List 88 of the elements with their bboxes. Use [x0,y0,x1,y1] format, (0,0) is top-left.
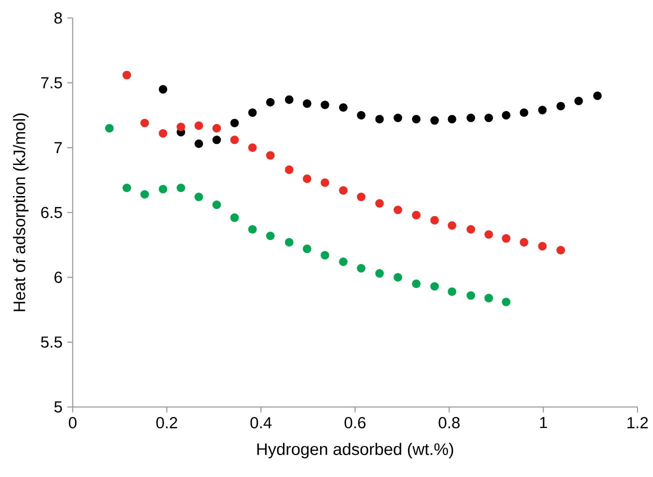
point [302,99,312,108]
y-tick-label: 8 [54,12,62,24]
point [158,85,168,94]
point [394,273,402,282]
point [375,114,384,124]
point [502,298,510,306]
point [356,192,366,202]
point [502,110,510,120]
y-tick-label: 7 [54,142,62,154]
point [230,213,239,222]
point [538,106,547,114]
x-tick-label: 1 [540,417,547,428]
point [412,280,421,288]
x-tick-label: 1.2 [628,417,648,428]
point [430,282,439,291]
point [266,98,275,107]
point [593,92,602,100]
point [412,114,421,124]
point [158,129,168,138]
x-tick-label: 0.6 [344,417,366,428]
point [320,100,330,110]
point [339,103,348,112]
point [412,210,421,220]
point [284,95,294,104]
point [484,114,494,122]
point [574,96,583,106]
x-tick-label: 0.4 [250,417,272,428]
point [375,199,384,208]
y-axis-title: Heat of adsorption (kJ/mol) [13,114,29,312]
point [230,118,239,128]
point [212,200,221,209]
point [538,242,547,250]
x-axis-title: Hydrogen adsorbed (wt.%) [257,442,454,458]
point [394,114,402,122]
point [484,294,494,302]
point [176,184,186,192]
point [140,190,149,199]
point [194,121,204,130]
point [448,287,456,296]
point [194,140,204,148]
point [140,118,149,128]
point [339,257,348,266]
point [266,232,275,240]
point [194,192,204,202]
point [122,70,132,80]
point [448,114,456,124]
y-tick-label: 6 [54,272,62,283]
point [302,244,312,254]
point [212,124,221,132]
point [284,165,294,174]
point [556,246,566,254]
x-tick-label: 0.2 [156,417,178,428]
point [176,122,186,132]
point [248,143,257,152]
point [448,221,456,230]
x-tick-label: 0.8 [438,417,460,428]
point [212,136,221,144]
point [284,238,294,247]
point [466,291,476,300]
y-tick-label: 5.5 [41,336,62,348]
x-tick-label: 0 [68,417,77,428]
point [520,108,528,117]
point [302,174,312,184]
point [105,124,114,132]
point [158,184,168,194]
point [248,108,257,117]
y-tick-label: 5 [54,401,62,413]
y-tick-label: 7.5 [41,77,62,88]
point [430,116,439,125]
point [466,114,476,122]
point [502,234,510,243]
point [375,269,384,278]
point [394,206,402,214]
point [320,251,330,260]
point [248,225,257,234]
point [484,230,494,239]
point [556,102,566,110]
point [266,151,275,160]
point [430,216,439,225]
y-tick-label: 6.5 [41,206,62,218]
point [356,110,366,120]
point [339,186,348,195]
point [520,238,528,247]
point [466,225,476,234]
point [230,136,239,144]
point [320,178,330,187]
point [356,264,366,273]
point [122,184,132,192]
